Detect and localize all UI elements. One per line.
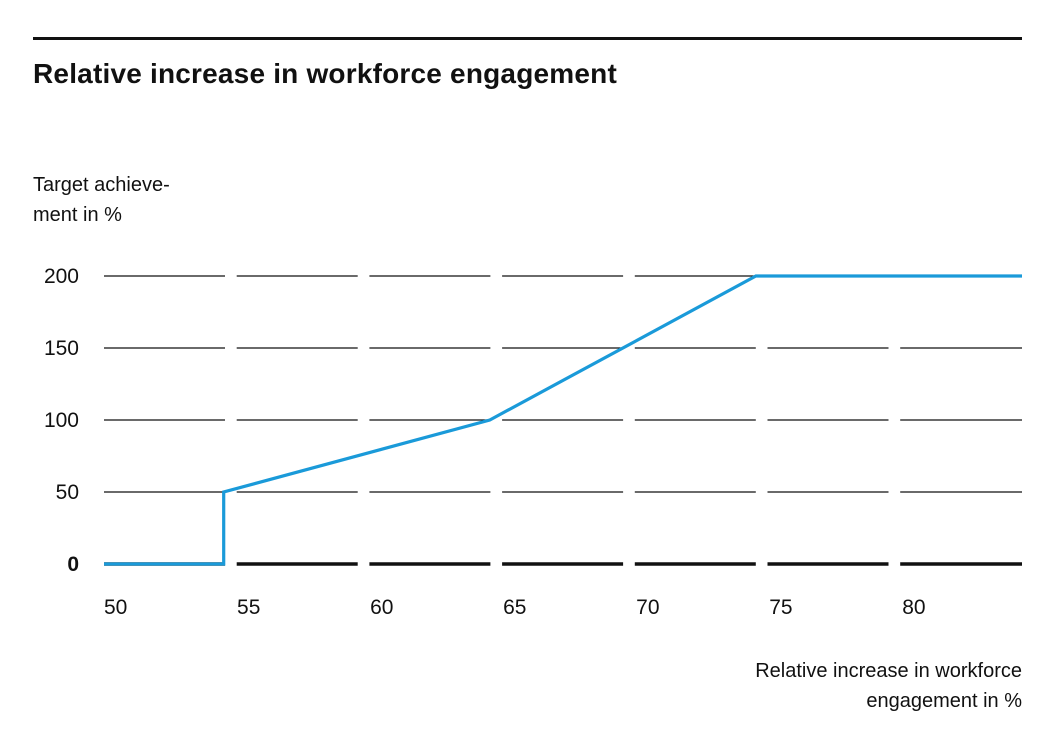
title-rule [33,37,1022,40]
y-axis-label: Target achieve- ment in % [33,170,253,230]
y-tick-label: 200 [44,265,79,288]
y-tick-label: 100 [44,409,79,432]
x-tick-label: 50 [104,596,127,619]
y-tick-label: 0 [67,553,79,576]
x-tick-label: 80 [902,596,925,619]
series-line [104,274,1022,566]
x-tick-label: 65 [503,596,526,619]
y-tick-label: 50 [56,481,79,504]
x-axis-label-line-2: engagement in % [866,690,1022,712]
x-axis-label-line-1: Relative increase in workforce [755,660,1022,682]
x-tick-label: 75 [769,596,792,619]
y-tick-label: 150 [44,337,79,360]
y-axis-label-line-1: Target achieve- [33,174,170,196]
x-tick-label: 70 [636,596,659,619]
x-axis-label: Relative increase in workforce engagemen… [642,656,1022,716]
x-tick-label: 55 [237,596,260,619]
x-tick-label: 60 [370,596,393,619]
y-axis-label-line-2: ment in % [33,204,122,226]
chart-title: Relative increase in workforce engagemen… [33,58,617,89]
